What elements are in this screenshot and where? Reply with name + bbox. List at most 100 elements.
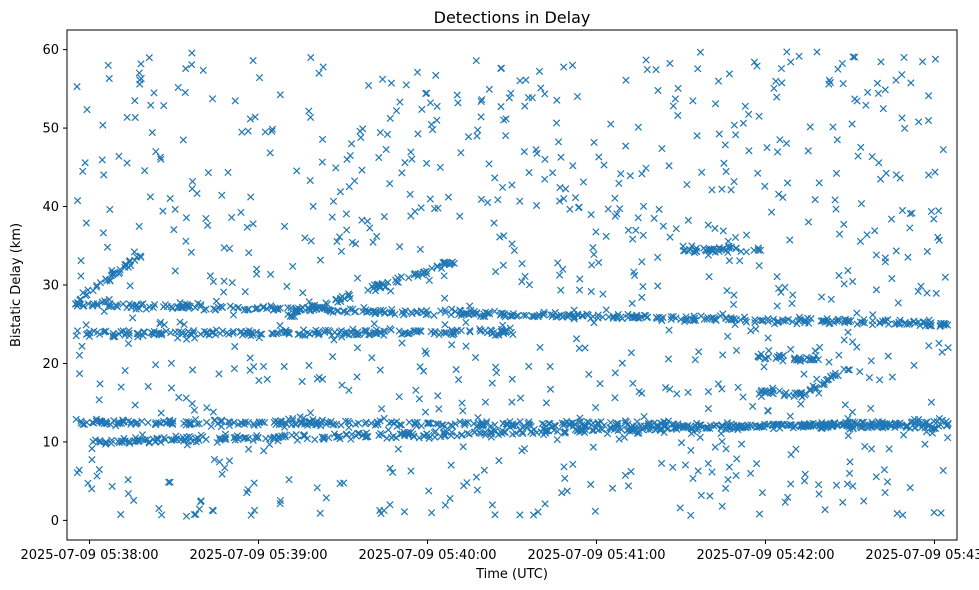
data-point (347, 140, 356, 148)
data-point (566, 205, 574, 213)
data-point (516, 417, 524, 426)
data-point (872, 473, 880, 481)
data-point (221, 433, 230, 441)
data-point (152, 421, 160, 429)
data-point (183, 433, 191, 441)
data-point (579, 312, 587, 320)
data-point (315, 373, 323, 381)
data-point (77, 257, 85, 265)
data-point (338, 333, 346, 341)
data-point (280, 222, 289, 230)
data-point (436, 163, 444, 171)
data-point (521, 272, 529, 281)
data-point (299, 289, 307, 297)
data-point (753, 62, 761, 70)
data-point (846, 458, 854, 466)
data-point (180, 320, 188, 329)
data-point (376, 308, 384, 317)
data-point (342, 210, 351, 218)
data-point (589, 443, 597, 451)
data-point (427, 509, 436, 517)
data-point (398, 339, 406, 347)
data-point (518, 447, 526, 455)
data-point (343, 226, 351, 234)
data-point (437, 307, 445, 315)
data-point (362, 429, 371, 437)
data-point (895, 420, 903, 428)
data-point (595, 258, 603, 267)
data-point (218, 470, 226, 478)
data-point (591, 507, 599, 515)
data-point (521, 102, 529, 110)
data-point (245, 305, 253, 313)
data-point (366, 331, 374, 339)
data-point (789, 424, 797, 432)
data-point (729, 300, 738, 309)
data-point (718, 502, 726, 510)
data-point (448, 422, 457, 431)
data-point (259, 304, 267, 312)
data-point (123, 113, 131, 122)
data-point (628, 312, 636, 320)
data-point (244, 445, 253, 453)
data-point (525, 418, 533, 426)
data-point (497, 102, 505, 111)
data-point (787, 58, 795, 66)
data-point (731, 233, 740, 242)
data-point (739, 119, 747, 127)
data-point (892, 76, 900, 84)
data-point (533, 429, 541, 437)
data-point (99, 229, 108, 237)
data-point (156, 153, 165, 161)
data-point (738, 424, 747, 432)
data-point (343, 155, 351, 163)
data-point (256, 418, 264, 426)
data-point (769, 384, 777, 392)
data-point (430, 330, 438, 338)
data-point (777, 353, 786, 361)
data-point (792, 445, 800, 453)
data-point (851, 53, 859, 61)
data-point (508, 398, 516, 406)
data-point (377, 405, 386, 413)
data-point (687, 424, 696, 432)
data-point (447, 461, 455, 469)
data-point (292, 421, 300, 429)
data-point (848, 120, 856, 128)
data-point (516, 77, 524, 85)
data-point (611, 194, 619, 202)
data-point (558, 419, 566, 427)
data-point (395, 393, 403, 401)
data-point (541, 90, 549, 98)
data-point (160, 102, 168, 110)
data-point (548, 169, 557, 177)
data-point (849, 482, 857, 490)
data-point (166, 194, 174, 203)
data-point (730, 291, 738, 299)
data-point (246, 354, 254, 362)
data-point (72, 332, 80, 340)
data-point (930, 215, 938, 223)
data-point (755, 262, 763, 270)
data-point (664, 424, 672, 432)
data-point (674, 84, 682, 93)
data-point (755, 246, 763, 254)
data-point (459, 443, 467, 451)
data-point (247, 511, 255, 519)
data-point (358, 166, 366, 174)
data-point (825, 358, 833, 366)
data-point (488, 379, 496, 387)
data-point (853, 343, 861, 351)
data-point (617, 313, 625, 321)
data-point (666, 385, 674, 393)
data-point (499, 309, 507, 317)
data-point (704, 388, 713, 396)
data-point (281, 431, 289, 439)
data-point (267, 302, 275, 310)
data-point (784, 493, 792, 502)
data-point (430, 311, 438, 320)
data-point (676, 504, 684, 512)
data-point (188, 177, 197, 186)
data-point (314, 328, 322, 336)
data-point (73, 197, 82, 205)
